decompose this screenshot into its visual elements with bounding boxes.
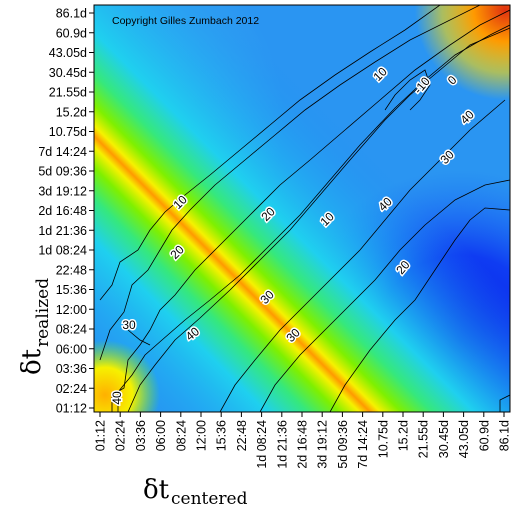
- x-tick-label: 15:36: [215, 420, 229, 451]
- x-tick-label: 1d 08:24: [255, 420, 269, 469]
- x-tick-label: 1d 21:36: [275, 420, 289, 469]
- y-tick-label: 3d 19:12: [38, 184, 87, 198]
- x-axis-subscript: centered: [171, 489, 248, 509]
- x-tick-label: 02:24: [114, 420, 128, 451]
- x-tick-label: 01:12: [94, 420, 108, 451]
- y-tick-label: 01:12: [56, 402, 87, 416]
- contour-label: 30: [122, 318, 136, 332]
- x-tick-label: 86.1d: [498, 420, 512, 451]
- y-tick-label: 2d 16:48: [38, 204, 87, 218]
- y-tick-label: 03:36: [56, 362, 87, 376]
- contour-line: [127, 27, 510, 412]
- contour-line: [99, 5, 481, 361]
- y-tick-label: 1d 08:24: [38, 244, 87, 258]
- contour-line: [117, 24, 510, 412]
- y-tick-label: 22:48: [56, 263, 87, 277]
- x-tick-label: 43.05d: [457, 420, 471, 458]
- x-tick-label: 2d 16:48: [296, 420, 310, 469]
- y-axis-title: δt realized: [17, 278, 53, 375]
- contour-line: [111, 9, 510, 412]
- y-tick-label: 86.1d: [56, 7, 87, 21]
- contour-line: [99, 5, 441, 301]
- x-tick-label: 5d 09:36: [336, 420, 350, 469]
- y-tick-label: 5d 09:36: [38, 165, 87, 179]
- x-tick-label: 10.75d: [376, 420, 390, 458]
- x-tick-label: 21.55d: [417, 420, 431, 458]
- contour-line: [384, 69, 431, 111]
- x-tick-label: 08:24: [174, 420, 188, 451]
- y-tick-label: 7d 14:24: [38, 145, 87, 159]
- contour-line: [499, 394, 510, 412]
- y-axis-subscript: realized: [33, 278, 53, 347]
- y-tick-label: 1d 21:36: [38, 224, 87, 238]
- x-tick-label: 03:36: [134, 420, 148, 451]
- x-tick-label: 22:48: [235, 420, 249, 451]
- x-tick-label: 15.2d: [397, 420, 411, 451]
- x-tick-label: 06:00: [154, 420, 168, 451]
- x-tick-label: 30.45d: [437, 420, 451, 458]
- contour-line: [329, 207, 510, 412]
- y-tick-label: 21.55d: [49, 86, 87, 100]
- y-axis-symbol: δt: [17, 348, 47, 375]
- contour-line: [259, 179, 510, 412]
- heatmap-surface: [94, 5, 510, 412]
- x-axis-symbol: δt: [143, 475, 170, 505]
- x-tick-label: 3d 19:12: [316, 420, 330, 469]
- x-tick-label: 60.9d: [477, 420, 491, 451]
- y-tick-label: 02:24: [56, 382, 87, 396]
- contour-line: [127, 329, 151, 346]
- x-axis-title: δt centered: [143, 475, 248, 509]
- y-tick-label: 10.75d: [49, 125, 87, 139]
- x-tick-label: 12:00: [195, 420, 209, 451]
- y-tick-label: 06:00: [56, 342, 87, 356]
- x-tick-label: 7d 14:24: [356, 420, 370, 469]
- y-tick-label: 12:00: [56, 303, 87, 317]
- y-tick-label: 15.2d: [56, 105, 87, 119]
- copyright-text: Copyright Gilles Zumbach 2012: [112, 15, 259, 27]
- contour-line: [219, 99, 506, 412]
- y-tick-label: 15:36: [56, 283, 87, 297]
- y-tick-label: 60.9d: [56, 26, 87, 40]
- y-tick-label: 08:24: [56, 323, 87, 337]
- contour-label: 40: [110, 391, 124, 405]
- y-tick-label: 43.05d: [49, 46, 87, 60]
- y-tick-label: 30.45d: [49, 66, 87, 80]
